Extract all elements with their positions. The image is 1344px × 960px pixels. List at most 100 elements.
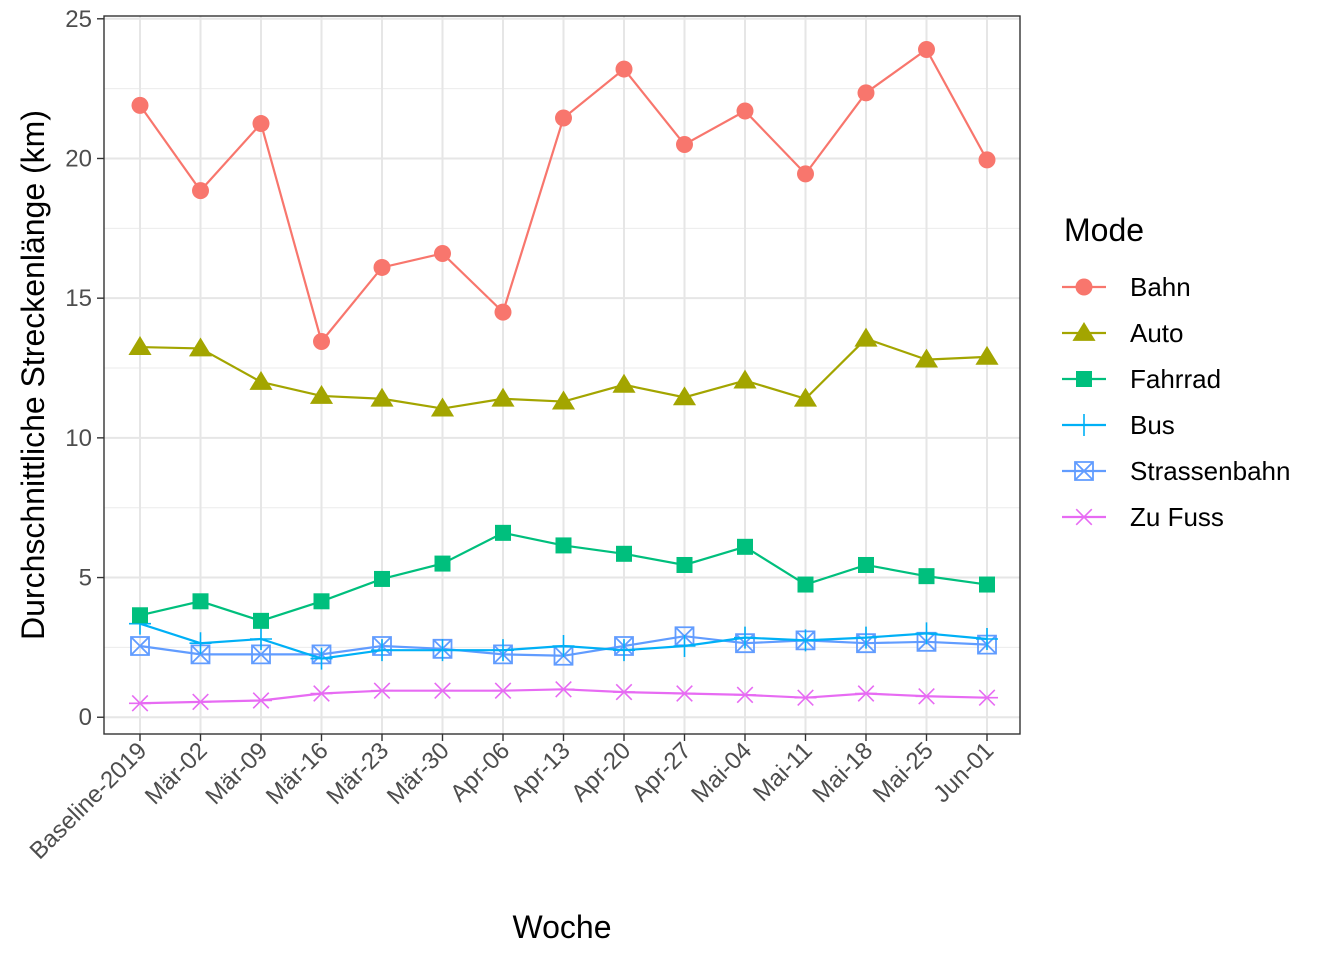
y-tick-label: 15 <box>65 285 92 312</box>
data-point-auto <box>914 348 939 368</box>
y-tick-label: 20 <box>65 145 92 172</box>
data-point-auto <box>672 386 697 406</box>
legend-key-marker <box>1073 508 1095 526</box>
data-point-bus <box>734 626 756 649</box>
data-point-bahn <box>676 136 693 154</box>
legend-label: Auto <box>1130 318 1184 348</box>
data-point-fahrrad <box>616 545 632 562</box>
data-point-bus <box>915 622 938 645</box>
legend-key-marker <box>1076 371 1092 387</box>
data-point-zu-fuss <box>552 680 575 698</box>
data-point-zu-fuss <box>673 685 696 702</box>
data-point-bus <box>310 647 333 670</box>
x-axis: Baseline-2019Mär-02Mär-09Mär-16Mär-23Mär… <box>25 734 999 865</box>
data-point-fahrrad <box>495 524 511 541</box>
data-point-fahrrad <box>374 570 390 587</box>
data-point-fahrrad <box>979 576 995 593</box>
data-point-strassenbahn <box>251 644 271 665</box>
data-point-fahrrad <box>676 556 693 573</box>
series-bahn <box>131 41 996 350</box>
x-tick-label: Mai-11 <box>748 737 818 807</box>
data-point-auto <box>249 370 273 390</box>
x-tick-label: Baseline-2019 <box>25 737 153 865</box>
data-point-zu-fuss <box>976 689 998 707</box>
data-point-auto <box>854 327 878 347</box>
legend-label: Bahn <box>1130 272 1191 302</box>
data-point-bus <box>189 632 212 655</box>
data-point-bus <box>794 629 817 652</box>
data-point-auto <box>370 387 394 407</box>
data-point-bahn <box>192 182 209 200</box>
data-point-auto <box>128 336 152 355</box>
data-point-zu-fuss <box>250 692 272 709</box>
data-point-zu-fuss <box>613 683 635 701</box>
series-layer <box>128 41 999 712</box>
x-tick-label: Apr-13 <box>506 737 576 807</box>
data-point-auto <box>491 387 515 407</box>
x-tick-label: Mär-23 <box>321 737 394 810</box>
x-tick-label: Mär-16 <box>261 737 334 810</box>
y-tick-label: 25 <box>65 6 92 33</box>
x-tick-label: Apr-20 <box>566 737 636 807</box>
data-point-bahn <box>555 109 572 127</box>
data-point-fahrrad <box>313 593 330 610</box>
data-point-bahn <box>797 165 814 183</box>
data-point-zu-fuss <box>189 693 212 711</box>
data-point-auto <box>793 387 818 407</box>
legend-key-marker <box>1074 461 1094 481</box>
data-point-bahn <box>918 41 935 59</box>
data-point-bahn <box>373 258 391 276</box>
legend-label: Bus <box>1130 410 1175 440</box>
data-point-bus <box>250 628 272 651</box>
series-fahrrad <box>132 524 995 629</box>
data-point-fahrrad <box>918 568 935 585</box>
data-point-fahrrad <box>192 593 209 610</box>
data-point-bus <box>673 634 696 657</box>
data-point-bus <box>492 639 514 662</box>
data-point-fahrrad <box>253 612 269 629</box>
data-point-zu-fuss <box>129 694 151 712</box>
x-tick-label: Mär-09 <box>200 737 273 810</box>
x-tick-label: Mai-18 <box>807 737 878 808</box>
data-point-auto <box>975 345 999 365</box>
legend-key-marker <box>1072 322 1096 341</box>
data-point-auto <box>430 397 455 417</box>
data-point-strassenbahn <box>190 644 211 665</box>
legend-label: Strassenbahn <box>1130 456 1290 486</box>
data-point-bus <box>613 639 635 662</box>
legend-item-fahrrad: Fahrrad <box>1062 364 1221 394</box>
data-point-bus <box>431 639 454 662</box>
data-point-bus <box>371 639 393 662</box>
data-point-bahn <box>131 96 149 114</box>
data-point-auto <box>733 369 757 389</box>
panel-border <box>103 15 1021 735</box>
data-point-zu-fuss <box>492 682 514 700</box>
y-tick-label: 0 <box>79 704 92 731</box>
data-point-bahn <box>313 332 330 350</box>
x-tick-label: Mär-02 <box>140 737 213 810</box>
data-point-bahn <box>978 151 996 169</box>
data-point-zu-fuss <box>794 689 817 707</box>
data-point-bus <box>976 628 998 651</box>
legend-item-bus: Bus <box>1062 410 1175 440</box>
legend-key-marker <box>1073 414 1095 436</box>
data-point-bahn <box>857 84 875 102</box>
data-point-zu-fuss <box>310 685 333 702</box>
data-point-zu-fuss <box>431 682 454 700</box>
data-point-zu-fuss <box>855 685 877 702</box>
legend-key-marker <box>1075 278 1093 296</box>
series-auto <box>128 327 999 417</box>
data-point-bahn <box>494 303 512 321</box>
data-point-zu-fuss <box>371 682 393 700</box>
data-point-fahrrad <box>737 538 753 555</box>
legend-item-zu-fuss: Zu Fuss <box>1062 502 1224 532</box>
data-point-bahn <box>434 244 451 262</box>
data-point-bahn <box>615 60 633 78</box>
x-tick-label: Apr-27 <box>627 737 697 807</box>
legend-label: Zu Fuss <box>1130 502 1224 532</box>
data-point-bahn <box>252 115 270 133</box>
data-point-zu-fuss <box>915 687 938 705</box>
x-tick-label: Apr-06 <box>445 737 515 807</box>
y-tick-label: 10 <box>65 425 92 452</box>
